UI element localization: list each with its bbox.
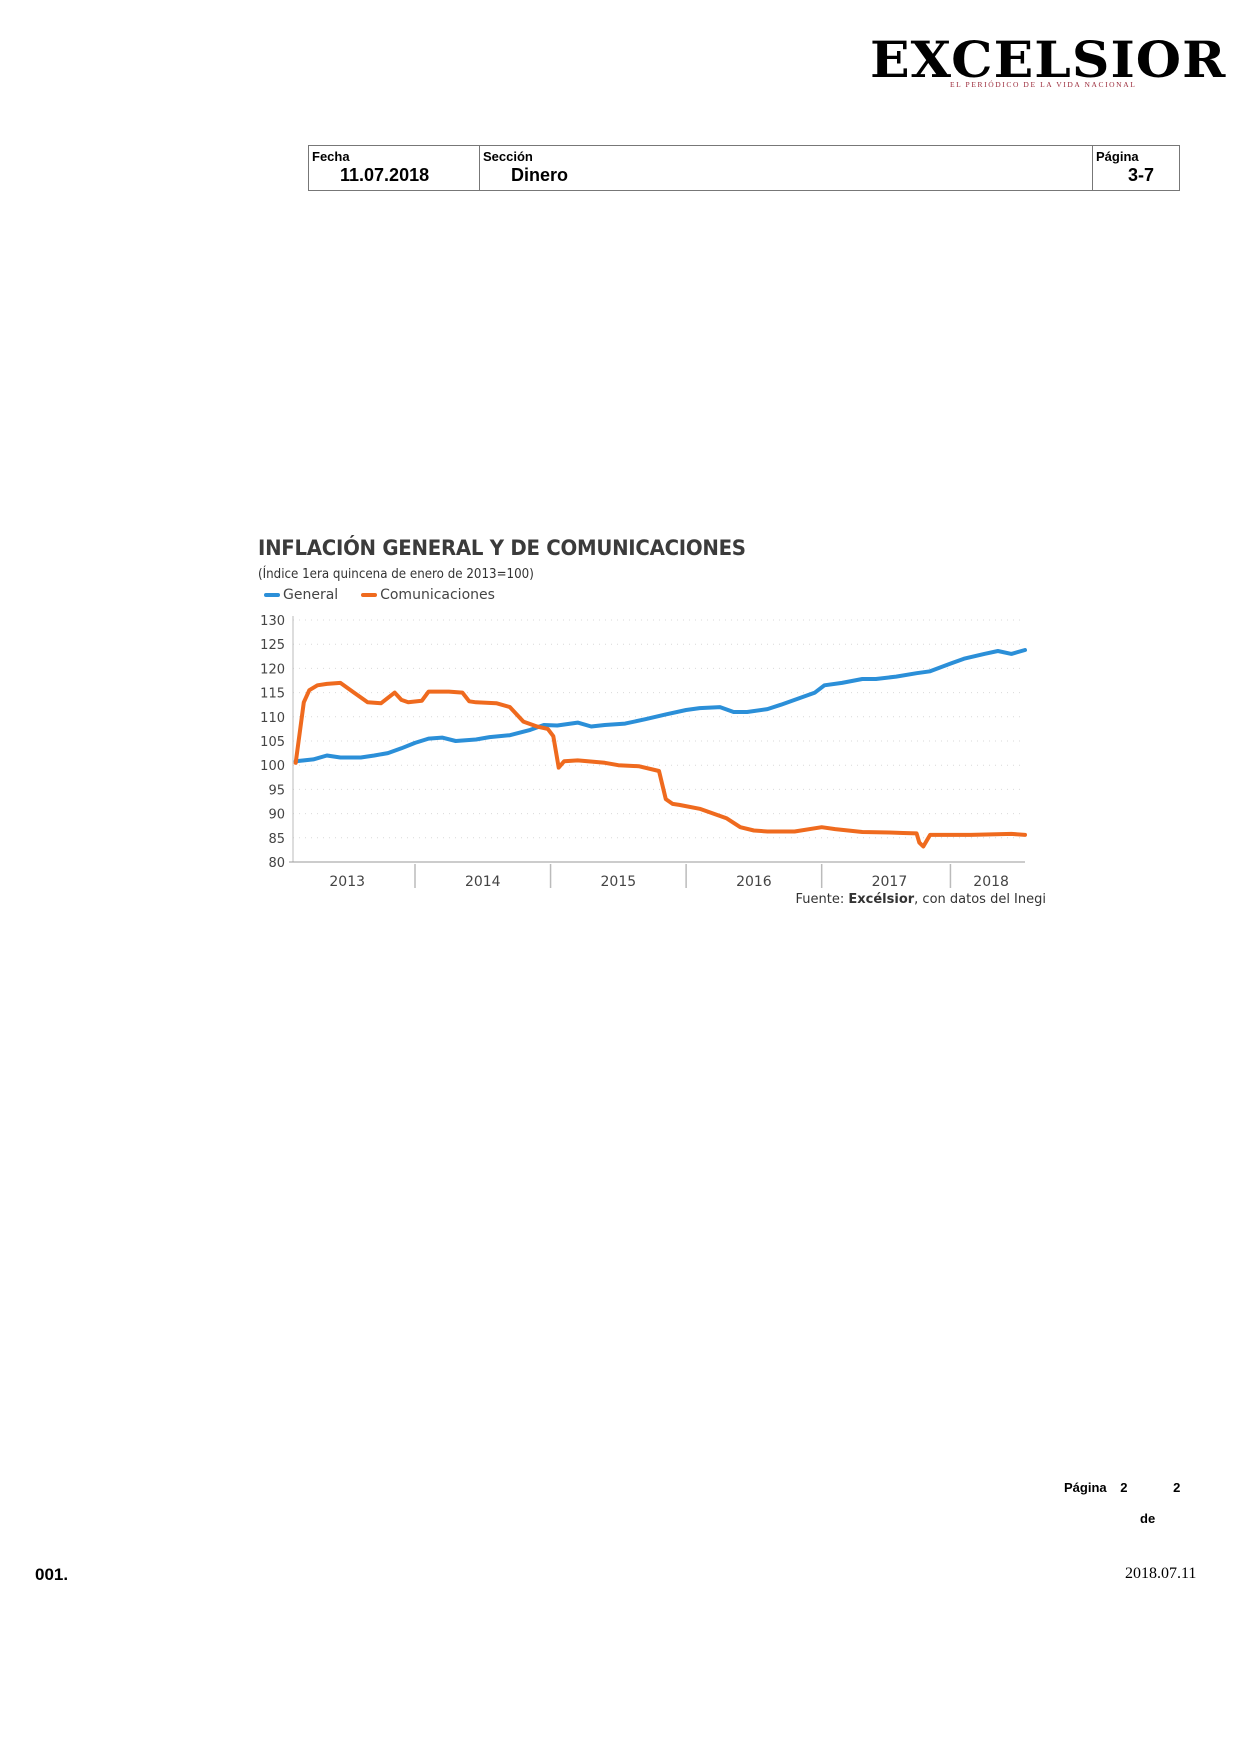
footer-page-total: 2: [1173, 1480, 1181, 1495]
pagina-label: Página: [1096, 149, 1139, 164]
source-bold: Excélsior: [848, 892, 915, 907]
y-tick-label: 95: [268, 783, 285, 798]
chart-legend: General Comunicaciones: [264, 587, 495, 603]
series-line-general: [293, 648, 1027, 764]
footer-code: 001.: [35, 1565, 69, 1584]
fecha-cell: Fecha 11.07.2018: [308, 145, 480, 191]
fecha-value: 11.07.2018: [340, 165, 430, 185]
source-prefix: Fuente:: [795, 892, 849, 907]
y-tick-label: 125: [260, 638, 285, 653]
chart-source: Fuente: Excélsior, con datos del Inegi: [796, 892, 1046, 907]
seccion-label: Sección: [483, 149, 533, 164]
x-tick-label: 2013: [329, 874, 365, 890]
y-tick-label: 100: [260, 759, 285, 774]
footer-page-indicator: Página 2 2: [1064, 1480, 1180, 1495]
y-tick-label: 80: [268, 856, 285, 871]
legend-swatch-comunicaciones: [361, 593, 378, 597]
x-tick-label: 2016: [736, 874, 772, 890]
inflation-chart: INFLACIÓN GENERAL Y DE COMUNICACIONES (Í…: [250, 530, 1046, 920]
logo-tagline: EL PERIÓDICO DE LA VIDA NACIONAL: [950, 80, 1137, 89]
logo-text: EXCELSIOR: [870, 30, 1227, 89]
x-tick-label: 2017: [872, 874, 908, 890]
x-tick-label: 2018: [973, 874, 1009, 890]
footer-date: 2018.07.11: [1125, 1565, 1197, 1582]
y-tick-label: 110: [260, 711, 285, 726]
seccion-cell: Sección Dinero: [479, 145, 1093, 191]
legend-swatch-general: [264, 593, 280, 597]
y-tick-label: 105: [260, 735, 285, 750]
source-suffix: , con datos del Inegi: [914, 892, 1046, 907]
footer-pagina-label: Página: [1064, 1480, 1107, 1495]
chart-subtitle: (Índice 1era quincena de enero de 2013=1…: [258, 566, 534, 582]
y-tick-label: 130: [260, 614, 285, 629]
chart-title: INFLACIÓN GENERAL Y DE COMUNICACIONES: [258, 536, 746, 560]
x-tick-label: 2014: [465, 874, 501, 890]
metadata-table: Fecha 11.07.2018 Sección Dinero Página 3…: [308, 145, 1180, 191]
series-line-comunicaciones: [293, 680, 1027, 849]
seccion-value: Dinero: [511, 165, 569, 185]
y-tick-label: 120: [260, 662, 285, 677]
pagina-value: 3-7: [1128, 165, 1155, 185]
fecha-label: Fecha: [312, 149, 350, 164]
pagina-cell: Página 3-7: [1092, 145, 1180, 191]
legend-label-comunicaciones: Comunicaciones: [380, 587, 495, 603]
footer-de: de: [1140, 1511, 1156, 1526]
footer-page-current: 2: [1120, 1480, 1128, 1495]
x-tick-label: 2015: [601, 874, 637, 890]
chart-plot-area: 130 125 120 115 110 105 100 95 90 85 80 2013 2014 201…: [260, 614, 1027, 890]
y-tick-label: 90: [268, 808, 285, 823]
legend-label-general: General: [283, 587, 339, 603]
excelsior-logo: EXCELSIOR EL PERIÓDICO DE LA VIDA NACION…: [870, 34, 1225, 90]
y-tick-label: 115: [260, 687, 285, 702]
y-tick-label: 85: [268, 832, 285, 847]
